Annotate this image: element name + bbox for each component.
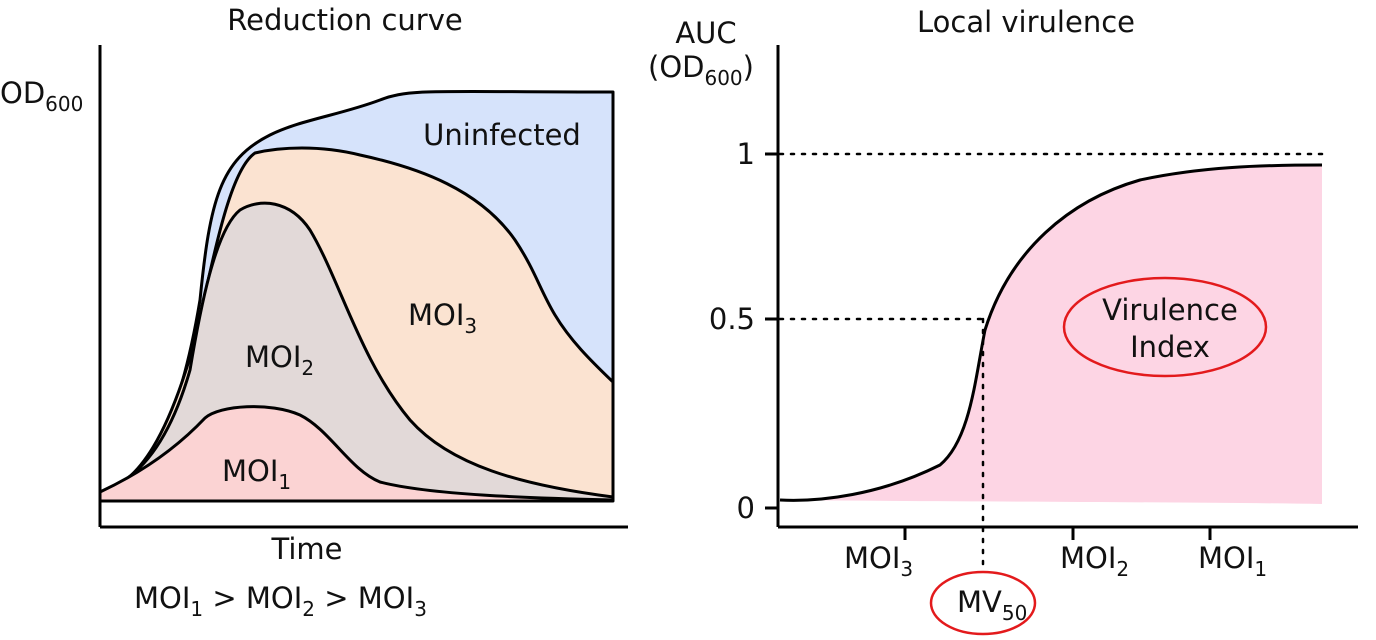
x-tick-label-moi3: MOI3 bbox=[844, 541, 913, 581]
mv50-label: MV50 bbox=[957, 585, 1027, 625]
reduction-curve-panel: Reduction curve OD600 Uninfected MOI3 MO… bbox=[0, 3, 628, 621]
left-panel-title: Reduction curve bbox=[227, 3, 462, 37]
x-tick-label-moi2: MOI2 bbox=[1060, 541, 1129, 581]
virulence-index-ring bbox=[1062, 276, 1268, 378]
x-tick-label-moi1: MOI1 bbox=[1198, 541, 1267, 581]
moi-relation: MOI1 > MOI2 > MOI3 bbox=[134, 581, 427, 621]
y-tick-label-0: 0 bbox=[737, 491, 755, 525]
left-x-axis-label: Time bbox=[271, 532, 343, 566]
moi1-area-label: MOI1 bbox=[222, 454, 291, 494]
moi2-area-label: MOI2 bbox=[245, 340, 314, 380]
local-virulence-panel: Local virulence AUC (OD600) 1 0.5 0 MOI3 bbox=[648, 5, 1358, 636]
moi3-area-label: MOI3 bbox=[408, 298, 477, 338]
right-y-axis-label-line2: (OD600) bbox=[648, 50, 754, 90]
uninfected-label: Uninfected bbox=[423, 118, 581, 152]
y-tick-label-1: 1 bbox=[737, 137, 755, 171]
dose-response-curve bbox=[779, 163, 1323, 502]
right-y-axis-label-line1: AUC bbox=[675, 16, 736, 50]
virulence-index-label-line1: Virulence bbox=[1102, 293, 1238, 327]
right-panel-title: Local virulence bbox=[917, 5, 1135, 39]
moi1-area bbox=[98, 405, 615, 503]
mv50-ring bbox=[929, 570, 1037, 636]
virulence-index-label-line2: Index bbox=[1130, 330, 1210, 364]
virulence-area-fill bbox=[780, 165, 1322, 504]
left-y-axis-label: OD600 bbox=[0, 76, 83, 116]
y-tick-label-half: 0.5 bbox=[709, 302, 755, 336]
